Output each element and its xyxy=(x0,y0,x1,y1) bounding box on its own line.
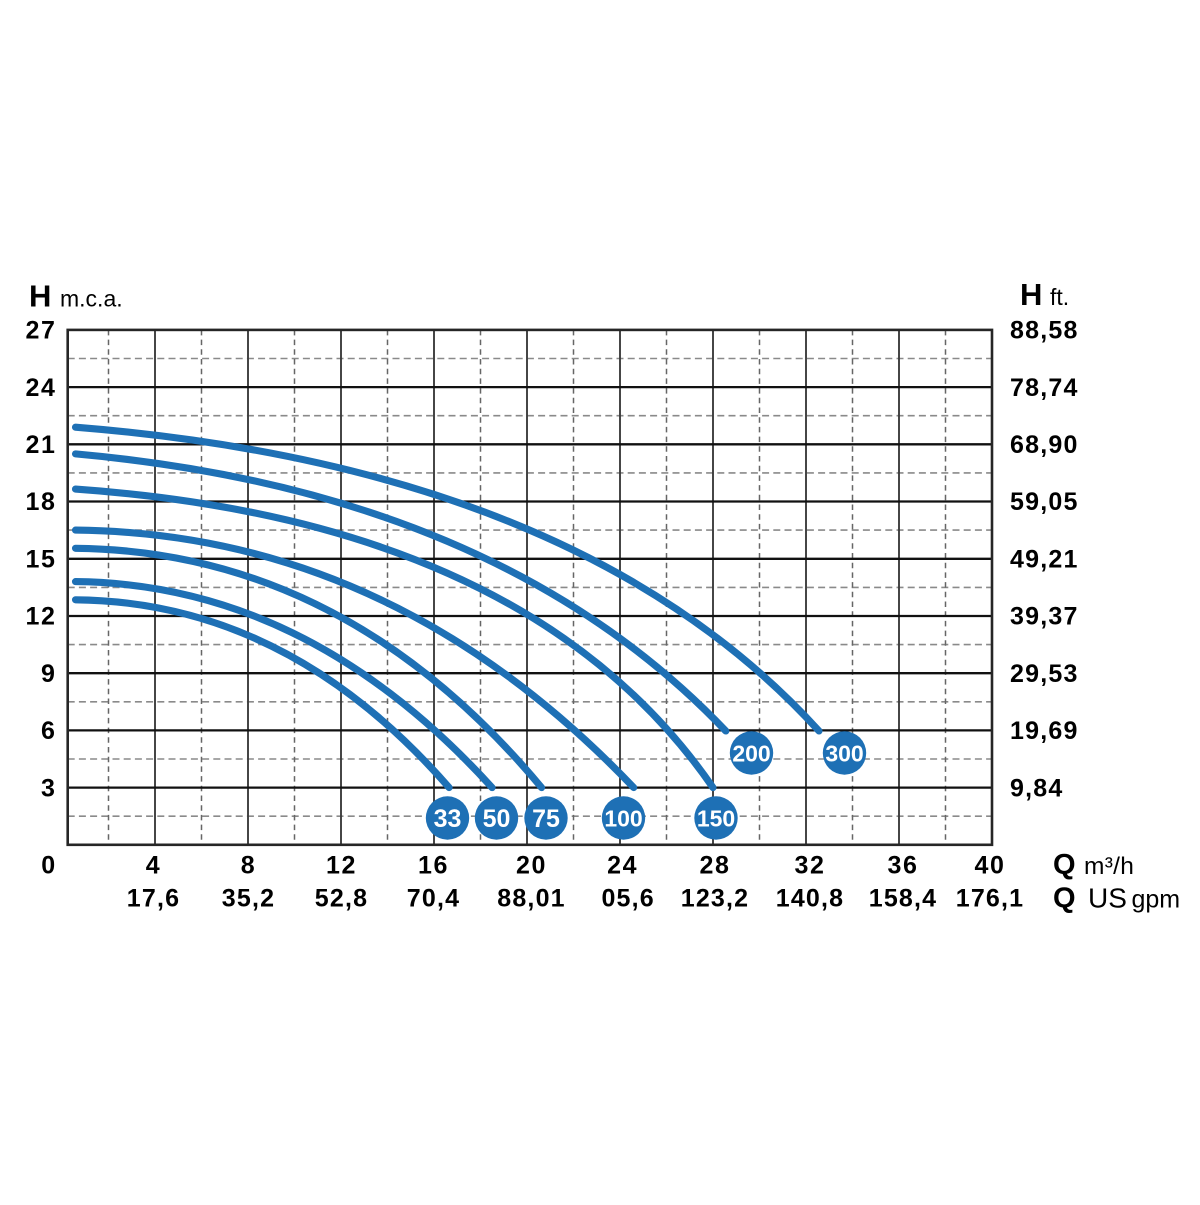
svg-text:Q: Q xyxy=(1053,849,1076,881)
svg-text:9: 9 xyxy=(41,660,57,688)
svg-text:8: 8 xyxy=(241,852,257,880)
svg-text:140,8: 140,8 xyxy=(776,885,845,913)
svg-text:US: US xyxy=(1088,883,1127,914)
svg-text:29,53: 29,53 xyxy=(1010,660,1079,688)
svg-text:05,6: 05,6 xyxy=(601,885,654,913)
svg-text:m.c.a.: m.c.a. xyxy=(60,286,123,312)
svg-text:70,4: 70,4 xyxy=(407,885,460,913)
svg-text:49,21: 49,21 xyxy=(1010,546,1079,574)
svg-text:27: 27 xyxy=(25,317,56,345)
svg-text:gpm: gpm xyxy=(1132,886,1181,914)
svg-text:6: 6 xyxy=(41,717,57,745)
svg-text:20: 20 xyxy=(516,852,547,880)
svg-text:75: 75 xyxy=(532,805,560,833)
svg-text:32: 32 xyxy=(794,852,825,880)
svg-text:100: 100 xyxy=(604,805,642,831)
svg-text:52,8: 52,8 xyxy=(315,885,368,913)
svg-text:H: H xyxy=(29,279,51,314)
svg-text:200: 200 xyxy=(732,740,770,766)
svg-text:ft.: ft. xyxy=(1050,284,1069,310)
svg-text:88,01: 88,01 xyxy=(497,885,566,913)
svg-text:17,6: 17,6 xyxy=(127,885,180,913)
svg-text:59,05: 59,05 xyxy=(1010,488,1079,516)
svg-text:39,37: 39,37 xyxy=(1010,603,1079,631)
svg-text:4: 4 xyxy=(146,852,162,880)
svg-text:36: 36 xyxy=(887,852,918,880)
svg-text:24: 24 xyxy=(25,374,56,402)
svg-text:9,84: 9,84 xyxy=(1010,774,1063,802)
svg-text:21: 21 xyxy=(25,431,56,459)
svg-text:Q: Q xyxy=(1053,883,1076,915)
svg-text:18: 18 xyxy=(25,488,56,516)
svg-text:78,74: 78,74 xyxy=(1010,374,1079,402)
svg-text:50: 50 xyxy=(483,805,511,833)
svg-text:19,69: 19,69 xyxy=(1010,717,1079,745)
svg-text:15: 15 xyxy=(25,546,56,574)
svg-text:123,2: 123,2 xyxy=(681,885,750,913)
svg-text:68,90: 68,90 xyxy=(1010,431,1079,459)
svg-text:176,1: 176,1 xyxy=(956,885,1025,913)
svg-text:24: 24 xyxy=(607,852,638,880)
svg-text:3: 3 xyxy=(41,774,57,802)
svg-text:35,2: 35,2 xyxy=(222,885,275,913)
svg-text:12: 12 xyxy=(326,852,357,880)
svg-text:150: 150 xyxy=(697,805,735,831)
svg-text:H: H xyxy=(1020,277,1042,312)
svg-text:33: 33 xyxy=(434,805,462,833)
svg-text:28: 28 xyxy=(699,852,730,880)
svg-text:158,4: 158,4 xyxy=(869,885,938,913)
svg-text:88,58: 88,58 xyxy=(1010,317,1079,345)
svg-text:16: 16 xyxy=(418,852,449,880)
svg-text:12: 12 xyxy=(25,603,56,631)
svg-text:300: 300 xyxy=(825,740,863,766)
svg-text:40: 40 xyxy=(974,852,1005,880)
svg-text:m³/h: m³/h xyxy=(1084,853,1134,880)
svg-text:0: 0 xyxy=(41,852,57,880)
